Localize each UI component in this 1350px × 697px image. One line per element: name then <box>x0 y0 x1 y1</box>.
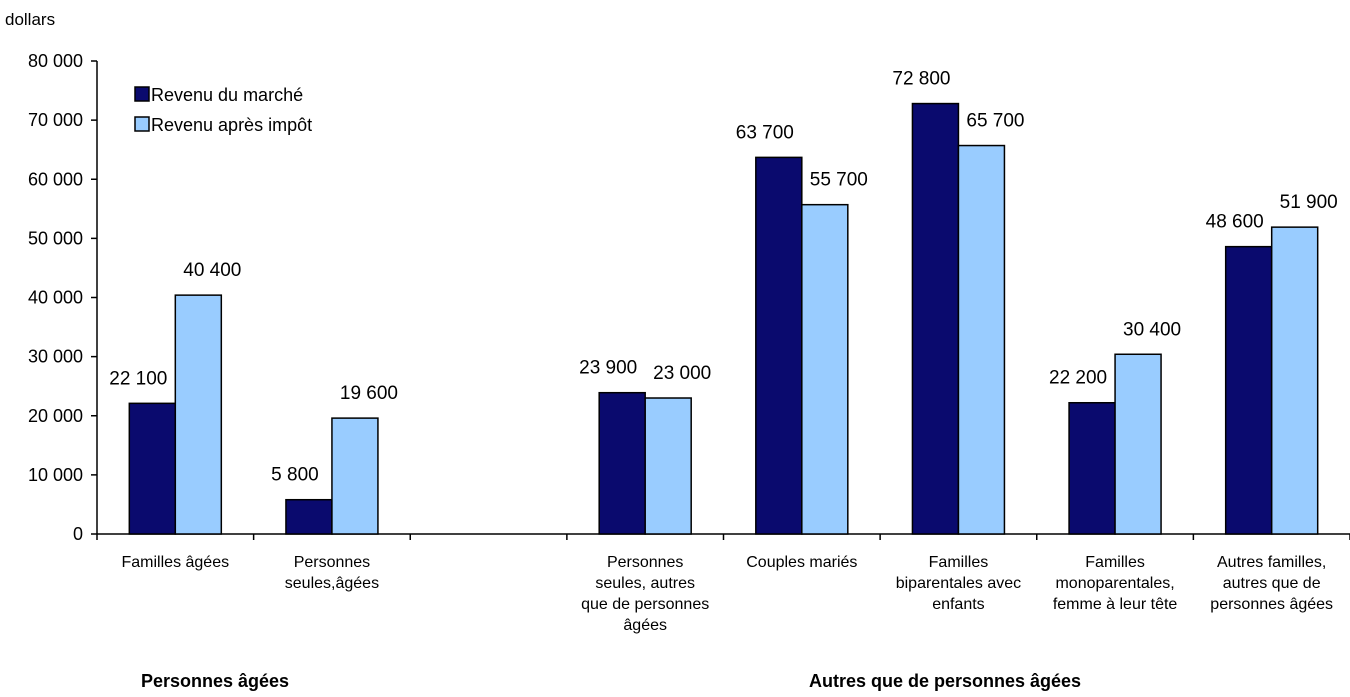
x-category-label: monoparentales, <box>1055 575 1174 592</box>
legend-label: Revenu du marché <box>151 85 303 105</box>
bar-after-tax[interactable] <box>1270 226 1319 535</box>
bar-value-label: 65 700 <box>966 111 1024 132</box>
bar-value-label: 23 900 <box>579 358 637 379</box>
bar-value-label: 30 400 <box>1123 319 1181 340</box>
x-category-label: autres que de <box>1223 575 1321 592</box>
legend-swatch <box>134 86 150 102</box>
bar-after-tax[interactable] <box>174 294 223 535</box>
legend-label: Revenu après impôt <box>151 115 312 135</box>
group-label: Personnes âgées <box>141 671 289 691</box>
x-category-label: seules,âgées <box>285 575 379 592</box>
bar-value-label: 5 800 <box>271 465 319 486</box>
y-tick-label: 30 000 <box>28 347 83 367</box>
x-category-label: enfants <box>932 596 984 613</box>
x-category-label: Couples mariés <box>746 554 857 571</box>
bar-value-label: 22 100 <box>109 368 167 389</box>
bar-value-label: 72 800 <box>892 69 950 90</box>
bar-after-tax[interactable] <box>1114 353 1162 535</box>
bar-value-label: 23 000 <box>653 363 711 384</box>
bar-market[interactable] <box>285 498 333 535</box>
bar-market[interactable] <box>128 402 177 535</box>
x-category-label: âgées <box>623 617 667 634</box>
bar-value-label: 48 600 <box>1206 212 1264 233</box>
y-tick-label: 50 000 <box>28 228 83 248</box>
bar-after-tax[interactable] <box>957 144 1006 535</box>
legend-swatch <box>134 116 150 132</box>
bar-market[interactable] <box>755 156 803 535</box>
x-category-label: Familles <box>1085 554 1145 571</box>
bar-market[interactable] <box>911 102 960 535</box>
x-category-label: Personnes <box>607 554 684 571</box>
y-tick-label: 40 000 <box>28 288 83 308</box>
x-category-label: que de personnes <box>581 596 709 613</box>
x-category-label: Familles <box>929 554 989 571</box>
x-category-label: femme à leur tête <box>1053 596 1178 613</box>
x-category-label: Personnes <box>294 554 371 571</box>
bar-value-label: 55 700 <box>810 170 868 191</box>
y-tick-label: 70 000 <box>28 110 83 130</box>
bar-after-tax[interactable] <box>644 397 692 535</box>
bar-market[interactable] <box>1224 245 1273 535</box>
y-axis-label: dollars <box>5 10 55 29</box>
y-tick-label: 20 000 <box>28 406 83 426</box>
bar-value-label: 63 700 <box>736 122 794 143</box>
bar-value-label: 40 400 <box>183 260 241 281</box>
y-tick-label: 0 <box>73 524 83 544</box>
y-tick-label: 80 000 <box>28 51 83 71</box>
bar-market[interactable] <box>1068 401 1116 535</box>
y-tick-label: 60 000 <box>28 169 83 189</box>
bar-market[interactable] <box>598 391 646 535</box>
x-category-label: personnes âgées <box>1210 596 1333 613</box>
group-label: Autres que de personnes âgées <box>809 671 1081 691</box>
x-category-label: Autres familles, <box>1217 554 1326 571</box>
x-category-label: seules, autres <box>595 575 695 592</box>
y-tick-label: 10 000 <box>28 465 83 485</box>
bar-value-label: 51 900 <box>1280 192 1338 213</box>
bar-after-tax[interactable] <box>801 203 849 535</box>
bar-value-label: 19 600 <box>340 383 398 404</box>
x-category-label: Familles âgées <box>122 554 230 571</box>
bar-value-label: 22 200 <box>1049 368 1107 389</box>
x-category-label: biparentales avec <box>896 575 1021 592</box>
bar-after-tax[interactable] <box>331 417 379 535</box>
